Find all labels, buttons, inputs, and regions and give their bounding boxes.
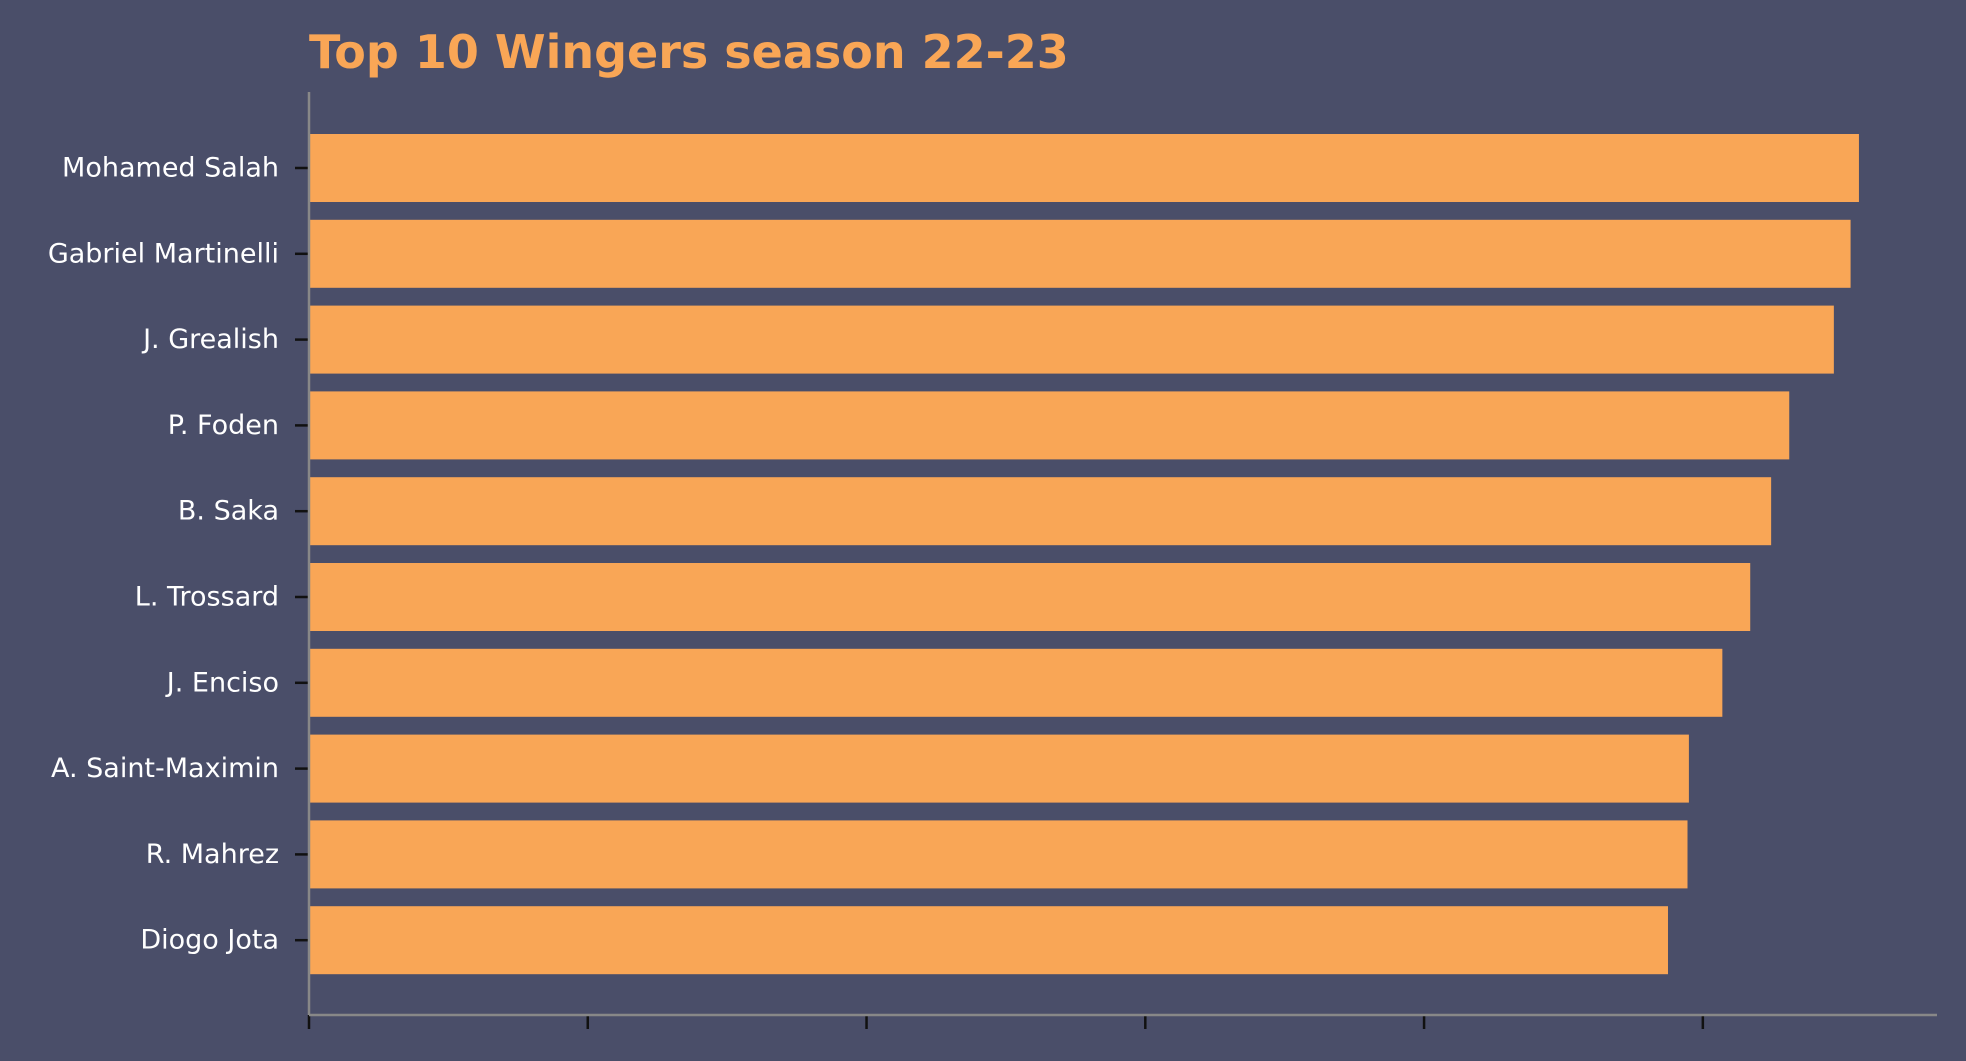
y-tick-label-8: R. Mahrez xyxy=(146,839,279,870)
bar-1 xyxy=(309,219,1851,288)
bar-4 xyxy=(309,477,1772,546)
bar-0 xyxy=(309,134,1859,202)
y-axis-ticks xyxy=(295,166,309,942)
bar-3 xyxy=(309,391,1790,460)
y-tick-label-1: Gabriel Martinelli xyxy=(48,238,279,269)
bar-2 xyxy=(309,305,1834,374)
y-tick-label-0: Mohamed Salah xyxy=(62,153,279,184)
y-tick-label-7: A. Saint-Maximin xyxy=(51,753,279,784)
y-tick-label-5: L. Trossard xyxy=(135,582,279,613)
y-tick-label-6: J. Enciso xyxy=(165,667,279,698)
y-tick-label-3: P. Foden xyxy=(168,410,279,441)
bar-8 xyxy=(309,820,1688,889)
y-tick-label-9: Diogo Jota xyxy=(140,925,279,956)
bar-9 xyxy=(309,906,1668,975)
bars-group xyxy=(309,134,1859,975)
y-axis-labels: Mohamed Salah Gabriel Martinelli J. Greali… xyxy=(48,153,279,956)
bar-6 xyxy=(309,648,1723,717)
bar-5 xyxy=(309,563,1751,631)
bar-7 xyxy=(309,734,1689,803)
x-axis-ticks xyxy=(307,1015,1705,1029)
chart-title: Top 10 Wingers season 22-23 xyxy=(309,25,1069,79)
y-tick-label-2: J. Grealish xyxy=(141,324,279,355)
y-tick-label-4: B. Saka xyxy=(178,496,279,527)
